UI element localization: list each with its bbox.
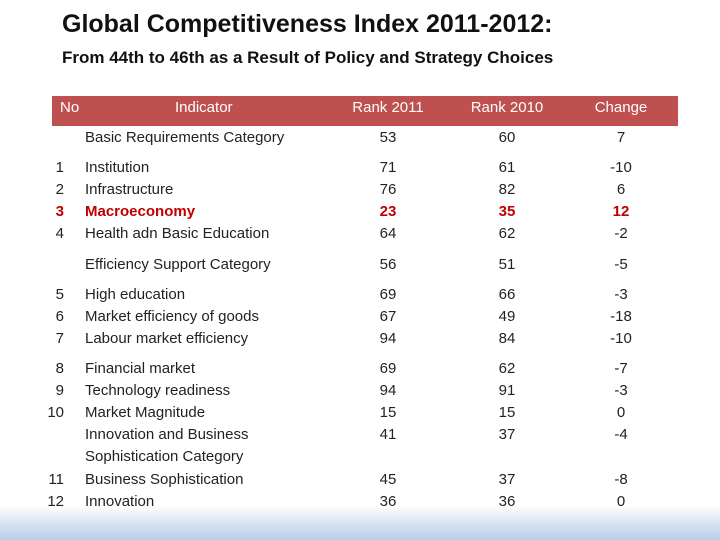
row-indicator: Efficiency Support Category bbox=[85, 256, 271, 273]
row-rank-2011: 64 bbox=[379, 225, 397, 242]
row-change: -5 bbox=[614, 256, 628, 273]
row-rank-2011: 53 bbox=[379, 129, 397, 146]
row-number: 3 bbox=[55, 203, 64, 220]
header-no: No bbox=[60, 99, 80, 116]
row-number: 12 bbox=[47, 493, 64, 510]
row-change: -8 bbox=[614, 471, 628, 488]
row-number: 5 bbox=[55, 286, 64, 303]
row-number: 6 bbox=[55, 308, 64, 325]
row-rank-2011: 23 bbox=[379, 203, 397, 220]
row-change: -10 bbox=[610, 330, 632, 347]
row-change: 7 bbox=[616, 129, 626, 146]
row-rank-2010: 84 bbox=[498, 330, 516, 347]
row-number: 10 bbox=[47, 404, 64, 421]
page-subtitle: From 44th to 46th as a Result of Policy … bbox=[62, 48, 554, 67]
row-rank-2010: 66 bbox=[498, 286, 516, 303]
footer-band bbox=[0, 506, 720, 540]
row-rank-2011: 36 bbox=[379, 493, 397, 510]
row-number: 1 bbox=[55, 159, 64, 176]
row-rank-2011: 56 bbox=[379, 256, 397, 273]
row-rank-2010: 82 bbox=[498, 181, 516, 198]
header-rank-2011: Rank 2011 bbox=[352, 99, 424, 116]
row-change: 0 bbox=[616, 493, 626, 510]
row-indicator: Innovation and Business bbox=[85, 426, 249, 443]
row-change: -18 bbox=[610, 308, 632, 325]
row-rank-2010: 35 bbox=[498, 203, 516, 220]
row-indicator: Technology readiness bbox=[85, 382, 231, 399]
row-indicator: Financial market bbox=[85, 360, 196, 377]
row-rank-2010: 60 bbox=[498, 129, 516, 146]
row-change: -4 bbox=[614, 426, 628, 443]
row-change: 0 bbox=[616, 404, 626, 421]
row-rank-2011: 94 bbox=[379, 330, 397, 347]
row-indicator: Labour market efficiency bbox=[85, 330, 249, 347]
row-rank-2010: 62 bbox=[498, 225, 516, 242]
row-rank-2011: 41 bbox=[379, 426, 397, 443]
row-number: 4 bbox=[55, 225, 64, 242]
row-indicator: Market Magnitude bbox=[85, 404, 206, 421]
header-change: Change bbox=[594, 99, 648, 116]
row-rank-2010: 37 bbox=[498, 471, 516, 488]
row-rank-2010: 61 bbox=[498, 159, 516, 176]
row-change: -7 bbox=[614, 360, 628, 377]
row-indicator: High education bbox=[85, 286, 186, 303]
row-indicator: Basic Requirements Category bbox=[85, 129, 285, 146]
row-rank-2010: 36 bbox=[498, 493, 516, 510]
row-rank-2011: 69 bbox=[379, 360, 397, 377]
row-number: 7 bbox=[55, 330, 64, 347]
row-change: -3 bbox=[614, 286, 628, 303]
page-title: Global Competitiveness Index 2011-2012: bbox=[62, 10, 553, 38]
row-indicator: Sophistication Category bbox=[85, 448, 244, 465]
row-number: 9 bbox=[55, 382, 64, 399]
row-indicator: Macroeconomy bbox=[85, 203, 196, 220]
row-rank-2010: 91 bbox=[498, 382, 516, 399]
row-rank-2011: 15 bbox=[379, 404, 397, 421]
row-rank-2010: 15 bbox=[498, 404, 516, 421]
row-number: 8 bbox=[55, 360, 64, 377]
row-rank-2011: 69 bbox=[379, 286, 397, 303]
row-indicator: Business Sophistication bbox=[85, 471, 244, 488]
row-change: -10 bbox=[610, 159, 632, 176]
row-indicator: Market efficiency of goods bbox=[85, 308, 259, 325]
row-indicator: Innovation bbox=[85, 493, 155, 510]
row-rank-2010: 62 bbox=[498, 360, 516, 377]
row-rank-2010: 51 bbox=[498, 256, 516, 273]
header-indicator: Indicator bbox=[175, 99, 233, 116]
row-change: 6 bbox=[616, 181, 626, 198]
row-number: 2 bbox=[55, 181, 64, 198]
row-change: -3 bbox=[614, 382, 628, 399]
table-header bbox=[52, 96, 678, 126]
row-number: 11 bbox=[48, 471, 64, 488]
row-rank-2011: 71 bbox=[379, 159, 397, 176]
header-rank-2010: Rank 2010 bbox=[470, 99, 544, 116]
row-indicator: Health adn Basic Education bbox=[85, 225, 270, 242]
row-change: 12 bbox=[612, 203, 630, 220]
row-rank-2010: 37 bbox=[498, 426, 516, 443]
row-rank-2011: 76 bbox=[379, 181, 397, 198]
row-rank-2011: 94 bbox=[379, 382, 397, 399]
row-indicator: Institution bbox=[85, 159, 150, 176]
row-rank-2010: 49 bbox=[498, 308, 516, 325]
row-rank-2011: 45 bbox=[379, 471, 397, 488]
row-rank-2011: 67 bbox=[379, 308, 397, 325]
row-change: -2 bbox=[614, 225, 628, 242]
row-indicator: Infrastructure bbox=[85, 181, 174, 198]
